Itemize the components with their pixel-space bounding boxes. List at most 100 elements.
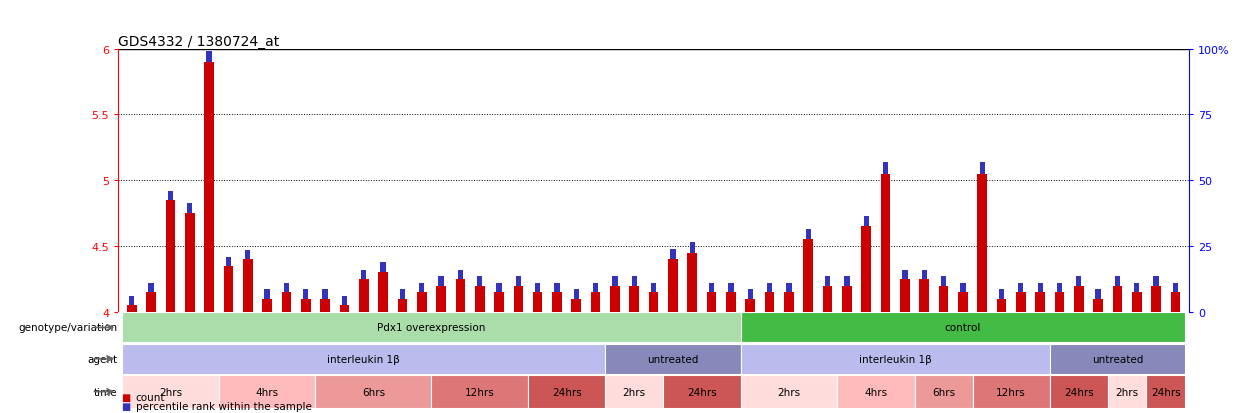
Bar xyxy=(1170,292,1180,312)
Bar xyxy=(649,292,659,312)
Bar xyxy=(474,286,484,312)
Bar xyxy=(494,292,504,312)
Bar xyxy=(726,292,736,312)
Bar xyxy=(263,299,271,312)
Bar xyxy=(341,296,347,306)
Bar xyxy=(1050,375,1108,408)
Bar xyxy=(1132,292,1142,312)
Bar xyxy=(900,279,910,312)
Text: 24hrs: 24hrs xyxy=(687,387,717,396)
Bar xyxy=(436,286,446,312)
Text: 24hrs: 24hrs xyxy=(1150,387,1180,396)
Bar xyxy=(825,277,830,286)
Bar xyxy=(741,375,837,408)
Bar xyxy=(939,286,949,312)
Bar xyxy=(1108,375,1147,408)
Bar xyxy=(515,277,520,286)
Bar xyxy=(977,174,987,312)
Bar xyxy=(1018,283,1023,292)
Bar xyxy=(122,313,741,343)
Bar xyxy=(664,375,741,408)
Bar xyxy=(1153,277,1159,286)
Bar xyxy=(245,250,250,259)
Text: agent: agent xyxy=(87,354,117,364)
Text: 4hrs: 4hrs xyxy=(255,387,279,396)
Bar xyxy=(219,375,315,408)
Bar xyxy=(477,277,482,286)
Bar xyxy=(605,344,741,374)
Bar xyxy=(1050,344,1185,374)
Bar xyxy=(458,270,463,279)
Bar xyxy=(400,290,405,299)
Bar xyxy=(225,257,232,266)
Bar xyxy=(837,375,915,408)
Bar xyxy=(1057,283,1062,292)
Bar xyxy=(1074,286,1083,312)
Bar xyxy=(784,292,794,312)
Bar xyxy=(605,375,664,408)
Bar xyxy=(320,299,330,312)
Bar xyxy=(301,299,310,312)
Text: 2hrs: 2hrs xyxy=(159,387,182,396)
Bar xyxy=(122,375,219,408)
Bar xyxy=(554,283,560,292)
Bar xyxy=(1173,283,1178,292)
Text: interleukin 1β: interleukin 1β xyxy=(327,354,400,364)
Bar xyxy=(361,270,366,279)
Text: 12hrs: 12hrs xyxy=(996,387,1026,396)
Text: 24hrs: 24hrs xyxy=(552,387,581,396)
Bar xyxy=(224,266,233,312)
Bar xyxy=(431,375,528,408)
Bar xyxy=(497,283,502,292)
Bar xyxy=(553,292,561,312)
Bar xyxy=(915,375,972,408)
Bar xyxy=(1037,283,1043,292)
Bar xyxy=(1134,283,1139,292)
Bar xyxy=(528,375,605,408)
Bar xyxy=(631,277,637,286)
Bar xyxy=(787,283,792,292)
Bar xyxy=(803,240,813,312)
Text: Pdx1 overexpression: Pdx1 overexpression xyxy=(377,323,486,332)
Bar xyxy=(767,283,772,292)
Bar xyxy=(129,296,134,306)
Bar xyxy=(359,279,369,312)
Bar xyxy=(1093,299,1103,312)
Bar xyxy=(420,283,425,292)
Bar xyxy=(741,313,1185,343)
Bar xyxy=(264,290,270,299)
Text: percentile rank within the sample: percentile rank within the sample xyxy=(136,401,311,411)
Bar xyxy=(593,283,599,292)
Text: ■: ■ xyxy=(121,401,129,411)
Text: ■: ■ xyxy=(121,392,129,402)
Bar xyxy=(127,306,137,312)
Bar xyxy=(630,286,639,312)
Bar xyxy=(610,286,620,312)
Bar xyxy=(533,292,543,312)
Text: control: control xyxy=(945,323,981,332)
Text: 6hrs: 6hrs xyxy=(933,387,955,396)
Bar xyxy=(746,299,754,312)
Text: 24hrs: 24hrs xyxy=(1064,387,1093,396)
Bar xyxy=(921,270,926,279)
Bar xyxy=(1147,375,1185,408)
Bar xyxy=(1114,277,1120,286)
Text: 2hrs: 2hrs xyxy=(622,387,646,396)
Bar xyxy=(670,249,676,259)
Bar xyxy=(844,277,849,286)
Bar xyxy=(669,259,677,312)
Bar xyxy=(687,253,697,312)
Bar xyxy=(322,290,327,299)
Bar xyxy=(417,292,427,312)
Text: untreated: untreated xyxy=(1092,354,1143,364)
Bar xyxy=(438,277,443,286)
Bar xyxy=(574,290,579,299)
Bar xyxy=(513,286,523,312)
Bar xyxy=(1113,286,1122,312)
Bar xyxy=(972,375,1050,408)
Bar xyxy=(243,259,253,312)
Text: 12hrs: 12hrs xyxy=(464,387,494,396)
Text: genotype/variation: genotype/variation xyxy=(19,323,117,332)
Bar xyxy=(147,292,156,312)
Bar xyxy=(690,242,695,253)
